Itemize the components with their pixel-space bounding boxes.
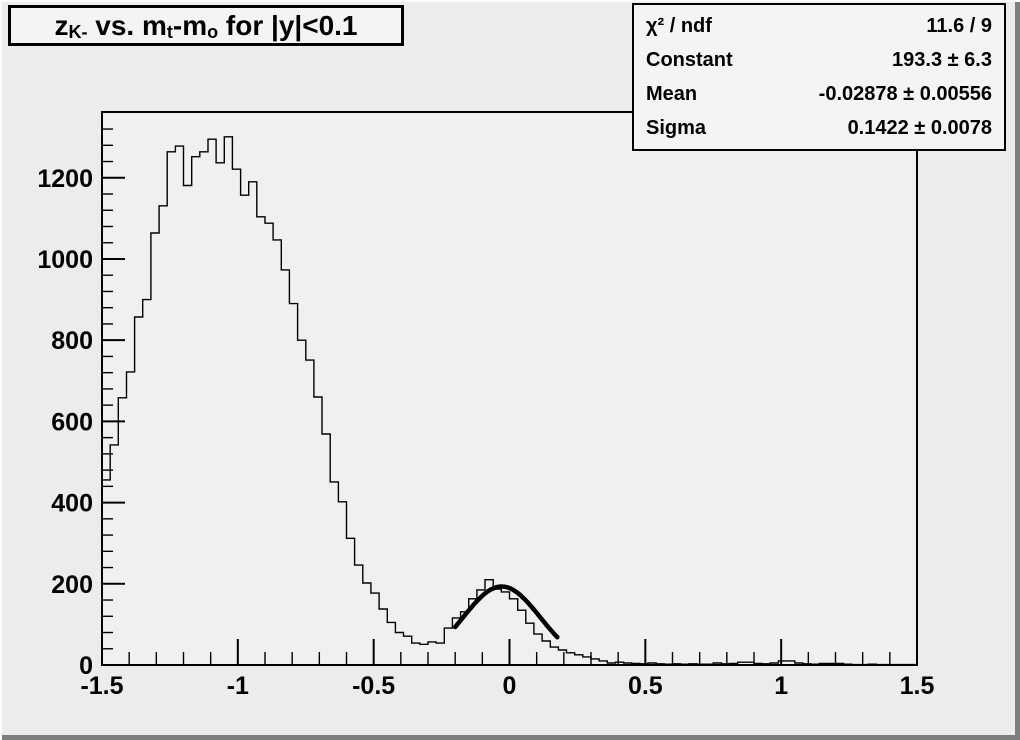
stats-label-constant: Constant bbox=[646, 48, 733, 71]
stats-value-mean: -0.02878 ± 0.00556 bbox=[818, 82, 992, 105]
histogram-line bbox=[101, 136, 918, 666]
y-tick-label: 200 bbox=[51, 571, 93, 599]
stats-label-sigma: Sigma bbox=[646, 116, 707, 139]
y-tick-label: 600 bbox=[51, 408, 93, 436]
title-sub-o: o bbox=[207, 22, 219, 42]
stats-row-mean: Mean -0.02878 ± 0.00556 bbox=[646, 83, 992, 106]
x-tick-label: -1.5 bbox=[80, 672, 123, 700]
x-tick-label: -1 bbox=[227, 672, 249, 700]
y-tick-label: 1000 bbox=[37, 246, 93, 274]
stats-value-chi2: 11.6 / 9 bbox=[926, 14, 992, 37]
fit-stats-box: χ² / ndf 11.6 / 9 Constant 193.3 ± 6.3 M… bbox=[632, 3, 1006, 151]
stats-row-chi2: χ² / ndf 11.6 / 9 bbox=[646, 15, 992, 38]
y-tick-label: 0 bbox=[79, 652, 93, 680]
stats-row-sigma: Sigma 0.1422 ± 0.0078 bbox=[646, 117, 992, 140]
title-sub-k: K- bbox=[68, 22, 88, 42]
x-tick-label: 0.5 bbox=[628, 672, 663, 700]
plot-frame bbox=[101, 111, 918, 666]
title-sub-t: t bbox=[166, 22, 173, 42]
y-tick-label: 400 bbox=[51, 490, 93, 518]
title-part-minus-m: -m bbox=[172, 9, 208, 41]
stats-value-sigma: 0.1422 ± 0.0078 bbox=[847, 116, 992, 139]
histogram-title-box: z K- vs. m t -m o for |y|<0.1 bbox=[8, 5, 404, 46]
stats-value-constant: 193.3 ± 6.3 bbox=[892, 48, 992, 71]
title-part-z: z bbox=[54, 9, 69, 41]
y-tick-label: 800 bbox=[51, 327, 93, 355]
title-part-vs-m: vs. m bbox=[87, 9, 167, 41]
x-tick-label: 1 bbox=[774, 672, 788, 700]
x-tick-label: -0.5 bbox=[352, 672, 395, 700]
fit-curve bbox=[452, 584, 560, 640]
stats-label-mean: Mean bbox=[646, 82, 698, 105]
x-tick-label: 0 bbox=[503, 672, 517, 700]
y-tick-label: 1200 bbox=[37, 165, 93, 193]
stats-label-chi2: χ² / ndf bbox=[646, 14, 712, 37]
title-part-tail: for |y|<0.1 bbox=[218, 9, 358, 41]
stats-row-constant: Constant 193.3 ± 6.3 bbox=[646, 49, 992, 72]
x-tick-label: 1.5 bbox=[900, 672, 935, 700]
